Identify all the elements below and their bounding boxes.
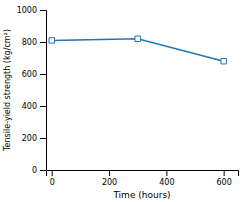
tick-mark — [40, 106, 46, 107]
point — [49, 38, 54, 43]
y-axis-title: Tensile-yield strength (kg/cm²) — [3, 29, 12, 152]
tick-mark — [40, 42, 46, 43]
tick-label: 600 — [22, 70, 37, 79]
tick-mark — [40, 10, 46, 11]
tick: 200 — [102, 170, 117, 187]
tick-label: 0 — [50, 178, 55, 187]
axis-line — [40, 11, 47, 171]
tick-label: 400 — [159, 178, 174, 187]
marks — [49, 36, 226, 64]
chart: 0 200 400 600 0 200 400 600 800 1000 Time (hours) T… — [0, 0, 250, 202]
tick: 200 — [22, 134, 46, 143]
tick-mark — [109, 170, 110, 176]
tick: 800 — [22, 38, 46, 47]
x-axis: 0 200 400 600 — [47, 170, 239, 187]
tick-mark — [224, 170, 225, 176]
tick-mark — [40, 170, 46, 171]
tick: 1000 — [17, 6, 46, 15]
tick-mark — [40, 74, 46, 75]
tick: 600 — [217, 170, 232, 187]
tick: 0 — [32, 166, 46, 175]
tick-label: 800 — [22, 38, 37, 47]
tick: 400 — [159, 170, 174, 187]
axis-line — [47, 171, 239, 177]
tick-label: 0 — [32, 166, 37, 175]
tick-label: 200 — [22, 134, 37, 143]
y-axis: 0 200 400 600 800 1000 — [17, 6, 47, 175]
plot: 0 200 400 600 0 200 400 600 800 1000 — [17, 6, 239, 187]
tick: 600 — [22, 70, 46, 79]
tick-label: 600 — [217, 178, 232, 187]
tick-label: 1000 — [17, 6, 37, 15]
tick-mark — [52, 170, 53, 176]
tick: 400 — [22, 102, 46, 111]
point — [135, 36, 140, 41]
point — [221, 58, 226, 63]
tick: 0 — [50, 170, 55, 187]
tick-label: 400 — [22, 102, 37, 111]
x-axis-title: Time (hours) — [112, 190, 170, 200]
line — [52, 39, 224, 61]
tick-mark — [166, 170, 167, 176]
tick-label: 200 — [102, 178, 117, 187]
tick-mark — [40, 138, 46, 139]
